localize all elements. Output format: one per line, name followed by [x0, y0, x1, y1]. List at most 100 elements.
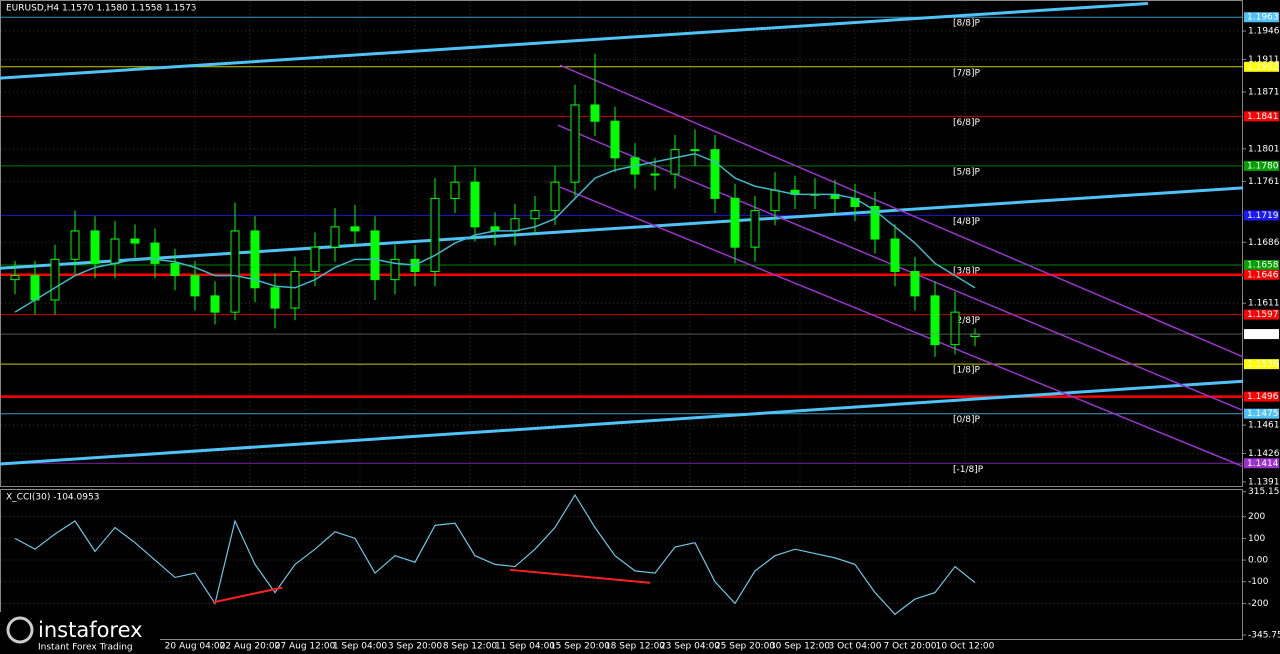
logo-name: instaforex	[38, 618, 143, 642]
logo-tagline: Instant Forex Trading	[38, 643, 133, 653]
x-tick-label: 23 Sep 04:00	[660, 642, 720, 652]
candle-body	[710, 149, 720, 199]
x-tick-label: 3 Sep 20:00	[388, 642, 443, 652]
logo: instaforex Instant Forex Trading	[0, 612, 160, 654]
y-tick-label: 1.1801	[1248, 144, 1280, 154]
candle-body	[530, 210, 540, 220]
candle-body	[610, 120, 620, 159]
level-price-label: 1.1646	[1247, 270, 1279, 280]
x-tick-label: 18 Sep 12:00	[605, 642, 665, 652]
y-tick-label: -100	[1248, 577, 1269, 587]
y-tick-label: 1.1611	[1248, 299, 1280, 309]
level-price-box	[1244, 309, 1279, 320]
candle-body	[950, 311, 960, 346]
candle-body	[750, 210, 760, 248]
level-price-label: 1.1597	[1247, 310, 1279, 320]
murrey-tag: [5/8]P	[953, 167, 981, 177]
murrey-tag: [0/8]P	[953, 415, 981, 425]
level-price-box	[1244, 12, 1279, 23]
candle-body	[110, 238, 120, 264]
candle-body	[650, 173, 660, 176]
y-tick-label: -200	[1248, 599, 1269, 609]
level-price-label: 1.1475	[1247, 409, 1279, 419]
candle-body	[970, 333, 980, 338]
candle-body	[330, 226, 340, 248]
y-tick-label: 1.1426	[1248, 449, 1280, 459]
y-tick-label: -345.7539	[1248, 631, 1280, 641]
candle-body	[770, 189, 780, 212]
trend-line	[0, 379, 1244, 466]
murrey-tag: [3/8]P	[953, 267, 981, 277]
candle-body	[350, 226, 360, 232]
trend-line	[559, 64, 1244, 358]
current-price-box	[1244, 329, 1279, 340]
murrey-tag: [2/8]P	[953, 316, 981, 326]
trend-line	[0, 186, 1244, 270]
level-price-box	[1244, 458, 1279, 469]
y-tick-label: 1.1911	[1248, 55, 1280, 65]
candle-body	[910, 271, 920, 297]
y-tick-label: 0.00	[1248, 556, 1268, 566]
candle-body	[150, 242, 160, 264]
candle-body	[310, 246, 320, 273]
moving-average	[14, 152, 976, 313]
y-tick-label: 1.1871	[1248, 87, 1280, 97]
level-price-label: 1.1902	[1247, 62, 1279, 72]
y-tick-label: 100	[1248, 534, 1265, 544]
x-tick-label: 20 Aug 04:00	[165, 642, 226, 652]
level-price-label: 1.1658	[1247, 261, 1279, 271]
x-tick-label: 11 Sep 04:00	[495, 642, 555, 652]
y-tick-label: 200	[1248, 512, 1265, 522]
candle-body	[210, 295, 220, 313]
current-price-label: 1.1573	[1247, 330, 1279, 340]
level-price-box	[1244, 408, 1279, 419]
candle-body	[170, 262, 180, 277]
x-tick-label: 1 Sep 04:00	[333, 642, 388, 652]
candle-body	[670, 149, 680, 175]
candle-body	[510, 218, 520, 232]
cci-header: X_CCI(30) -104.0953	[6, 493, 99, 503]
candle-body	[30, 275, 40, 301]
candle-body	[930, 295, 940, 346]
level-price-box	[1244, 61, 1279, 72]
candle-body	[550, 181, 560, 212]
level-price-box	[1244, 111, 1279, 122]
level-price-box	[1244, 359, 1279, 370]
murrey-tag: [-1/8]P	[953, 465, 984, 475]
candle-body	[250, 230, 260, 289]
level-price-box	[1244, 160, 1279, 171]
candle-body	[230, 230, 240, 313]
murrey-tag: [7/8]P	[953, 68, 981, 78]
y-tick-label: 315.1542	[1248, 487, 1280, 497]
level-price-box	[1244, 210, 1279, 221]
candle-body	[10, 275, 20, 281]
x-tick-label: 10 Oct 12:00	[936, 642, 995, 652]
candle-body	[390, 258, 400, 281]
candle-body	[470, 181, 480, 228]
candle-body	[90, 230, 100, 264]
level-price-label: 1.1963	[1247, 13, 1279, 23]
level-price-label: 1.1841	[1247, 112, 1279, 122]
y-tick-label: 1.1461	[1248, 421, 1280, 431]
candle-body	[70, 230, 80, 260]
x-tick-label: 3 Oct 04:00	[829, 642, 882, 652]
candle-body	[50, 258, 60, 301]
candle-body	[430, 197, 440, 273]
level-price-box	[1244, 269, 1279, 280]
cci-line	[14, 493, 976, 616]
candle-body	[290, 271, 300, 309]
x-tick-label: 30 Sep 12:00	[770, 642, 830, 652]
candle-body	[370, 230, 380, 281]
murrey-tag: [6/8]P	[953, 118, 981, 128]
y-tick-label: 1.1391	[1248, 477, 1280, 487]
logo-icon	[6, 616, 34, 644]
candle-body	[890, 238, 900, 273]
divergence-line	[212, 586, 283, 604]
divergence-line	[509, 568, 651, 584]
candle-body	[130, 238, 140, 244]
x-tick-label: 8 Sep 12:00	[443, 642, 498, 652]
level-price-label: 1.1719	[1247, 211, 1279, 221]
candle-body	[730, 197, 740, 248]
x-tick-label: 15 Sep 20:00	[550, 642, 610, 652]
